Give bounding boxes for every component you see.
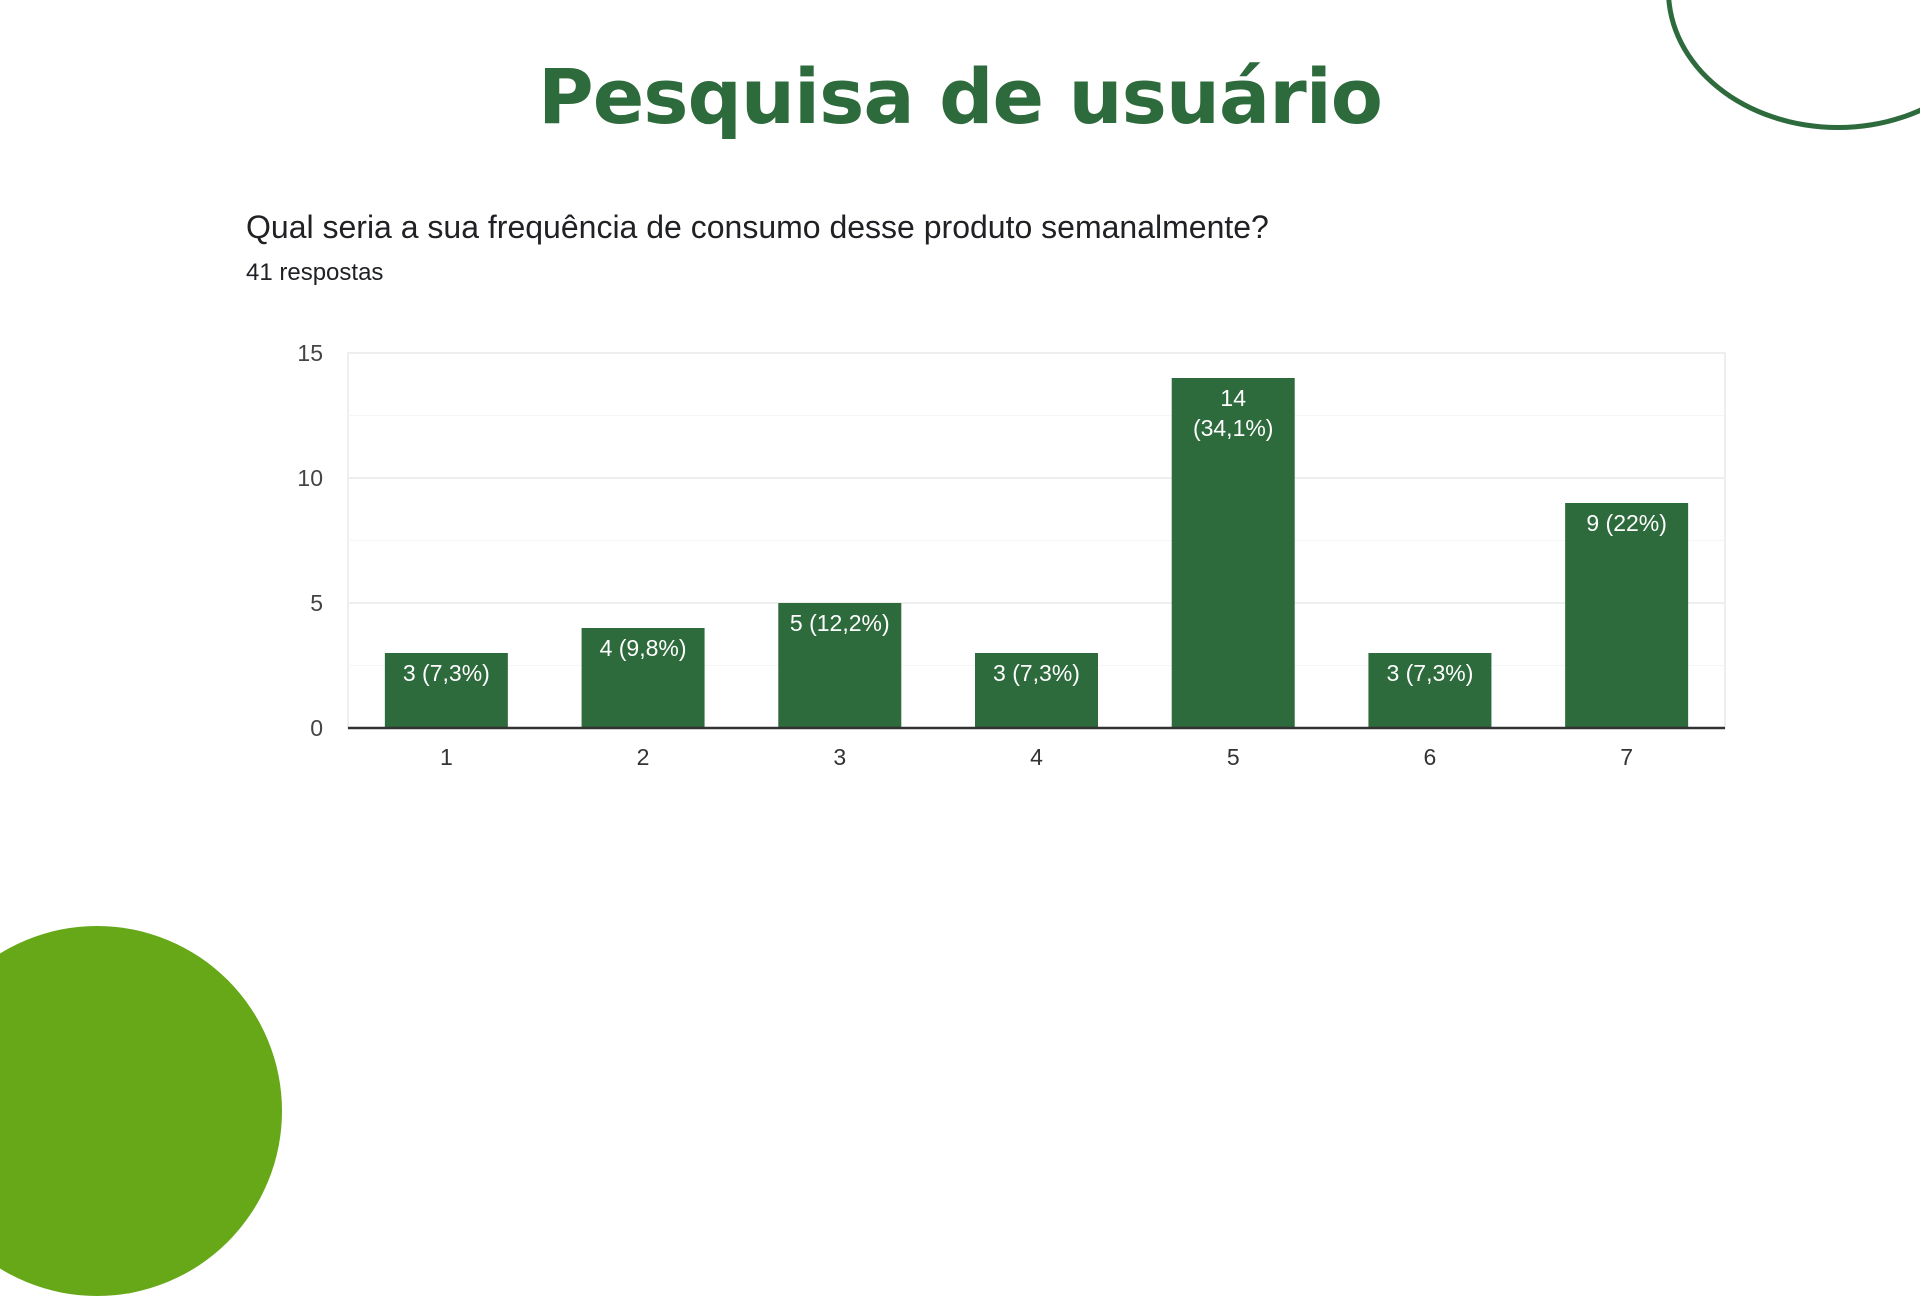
bar xyxy=(384,653,508,728)
data-label: 4 (9,8%) xyxy=(600,635,687,661)
y-tick-label: 15 xyxy=(297,340,323,366)
bar xyxy=(1565,503,1689,728)
x-tick-label: 5 xyxy=(1227,744,1240,770)
x-tick-label: 4 xyxy=(1030,744,1043,770)
survey-question: Qual seria a sua frequência de consumo d… xyxy=(246,209,1269,245)
data-label: 3 (7,3%) xyxy=(993,660,1080,686)
y-tick-label: 10 xyxy=(297,465,323,491)
bar-chart: 0 5 10 15 3 (7,3%) 1 4 (9,8%) 2 5 (12,2%) 3 3 (7,3… xyxy=(297,340,1726,770)
slide-title: Pesquisa de usuário xyxy=(538,52,1383,141)
bar xyxy=(778,603,902,728)
bar xyxy=(975,653,1098,728)
data-label: 9 (22%) xyxy=(1586,510,1667,536)
x-tick-label: 7 xyxy=(1620,744,1633,770)
data-label: 5 (12,2%) xyxy=(790,610,890,636)
x-tick-label: 3 xyxy=(833,744,846,770)
x-tick-label: 1 xyxy=(440,744,453,770)
data-label: 3 (7,3%) xyxy=(1386,660,1473,686)
y-tick-label: 0 xyxy=(310,715,323,741)
y-tick-label: 5 xyxy=(310,590,323,616)
x-tick-label: 2 xyxy=(637,744,650,770)
bar xyxy=(1368,653,1492,728)
bar xyxy=(581,628,705,728)
data-label: 14 xyxy=(1220,385,1246,411)
x-tick-label: 6 xyxy=(1424,744,1437,770)
bar xyxy=(1171,378,1295,728)
response-count: 41 respostas xyxy=(246,259,384,286)
data-label: (34,1%) xyxy=(1193,415,1274,441)
data-label: 3 (7,3%) xyxy=(403,660,490,686)
